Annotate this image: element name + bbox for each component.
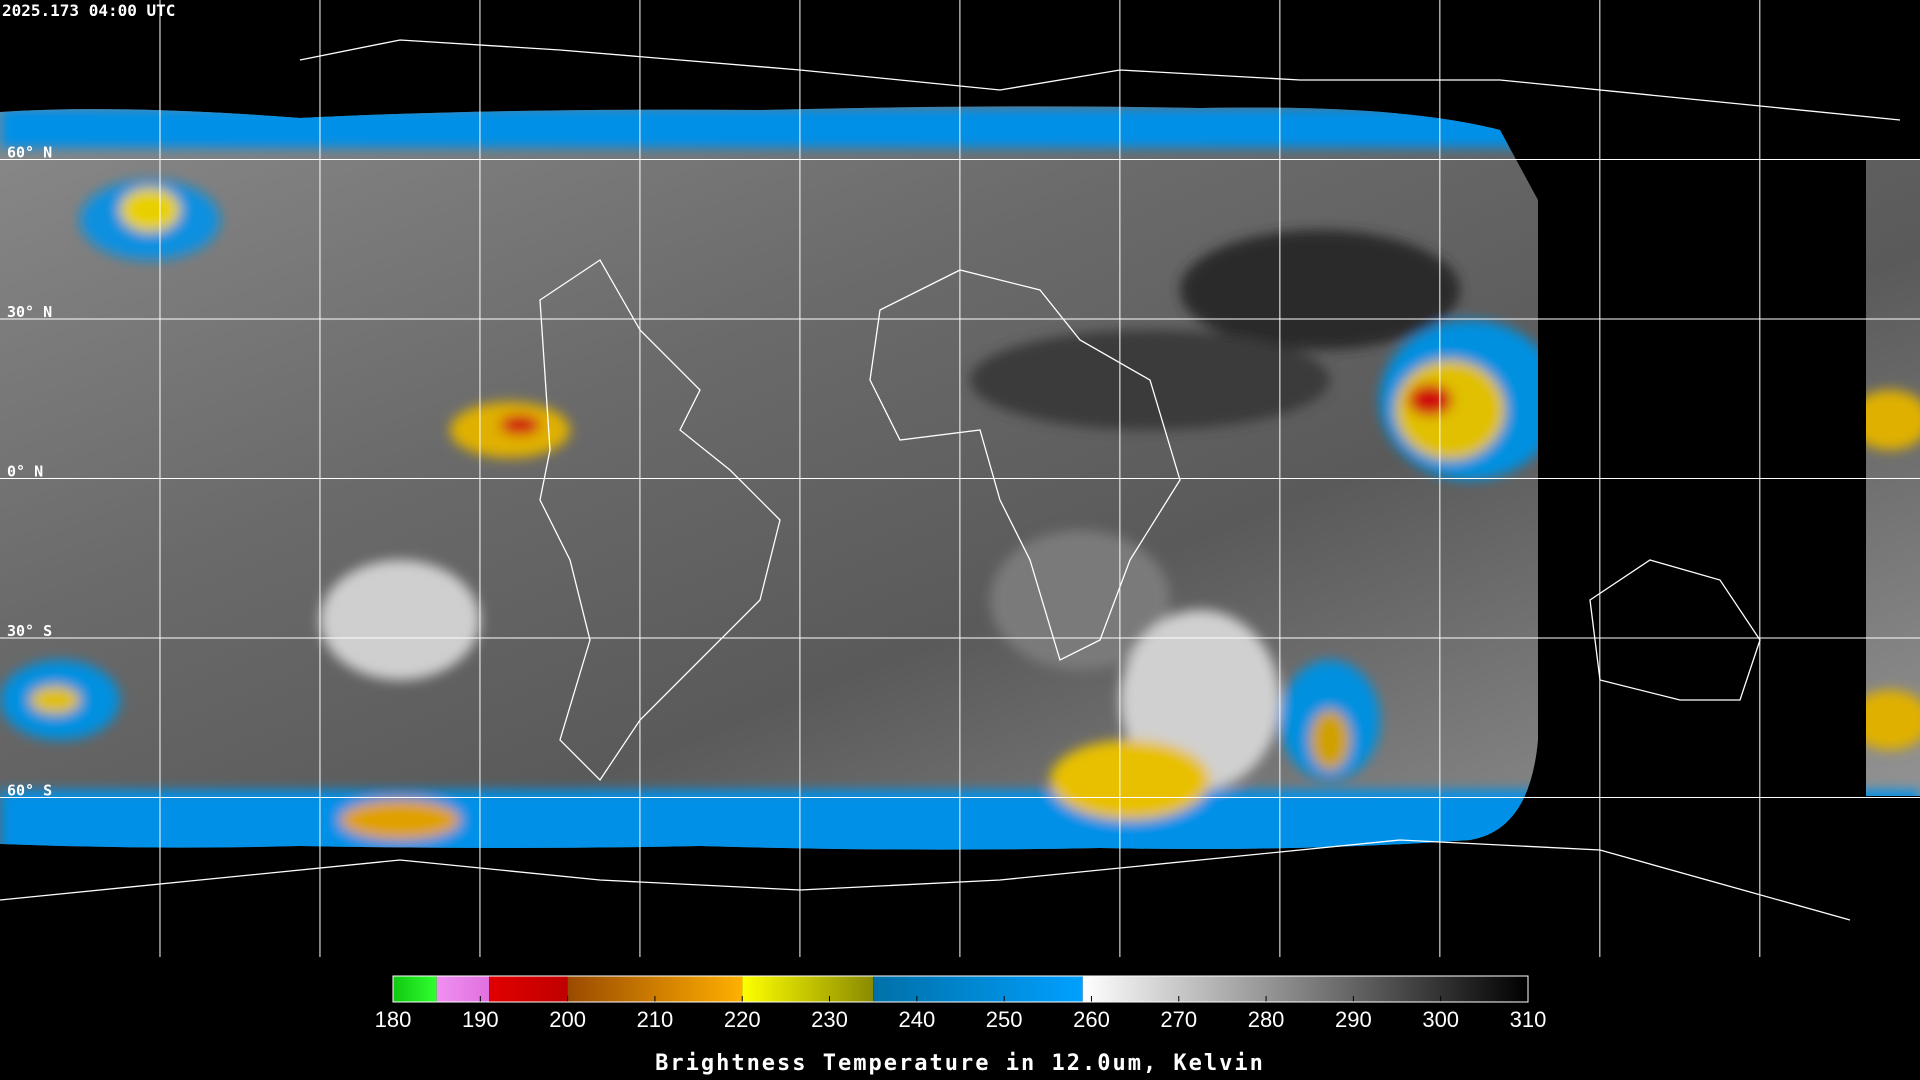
colorbar-tick-label: 190 (462, 1007, 499, 1032)
colorbar-segment (436, 976, 490, 1002)
colorbar-tick-label: 260 (1073, 1007, 1110, 1032)
colorbar-tick-label: 250 (986, 1007, 1023, 1032)
colorbar-frame (392, 975, 1529, 1003)
colorbar-segment (742, 976, 874, 1002)
latitude-label: 0° N (7, 463, 43, 481)
colorbar-tick-label: 290 (1335, 1007, 1372, 1032)
colorbar-tick-label: 300 (1422, 1007, 1459, 1032)
colorbar-segment (393, 976, 437, 1002)
colorbar-segment (873, 976, 1083, 1002)
colorbar-title: Brightness Temperature in 12.0um, Kelvin (655, 1051, 1265, 1076)
colorbar-tick-label: 180 (375, 1007, 412, 1032)
latitude-label: 30° N (7, 303, 52, 321)
colorbar-segment (1082, 976, 1528, 1002)
graticule: 60° N 30° N 0° N 30° S 60° S (0, 0, 1920, 957)
colorbar-tick-label: 220 (724, 1007, 761, 1032)
coastlines (0, 39, 1901, 921)
colorbar-tick-label: 230 (811, 1007, 848, 1032)
latitude-label: 60° S (7, 782, 52, 800)
colorbar-tick-label: 270 (1160, 1007, 1197, 1032)
timestamp: 2025.173 04:00 UTC (2, 1, 175, 20)
colorbar: 180 190 200 210 220 230 240 250 260 270 280 290 300 3… (375, 976, 1547, 1032)
latitude-label: 60° N (7, 144, 52, 162)
colorbar-tick-label: 200 (549, 1007, 586, 1032)
colorbar-tick-label: 310 (1510, 1007, 1547, 1032)
colorbar-tick-label: 280 (1248, 1007, 1285, 1032)
latitude-label: 30° S (7, 622, 52, 640)
colorbar-segment (489, 976, 568, 1002)
colorbar-tick-label: 240 (898, 1007, 935, 1032)
colorbar-tick-label: 210 (637, 1007, 674, 1032)
